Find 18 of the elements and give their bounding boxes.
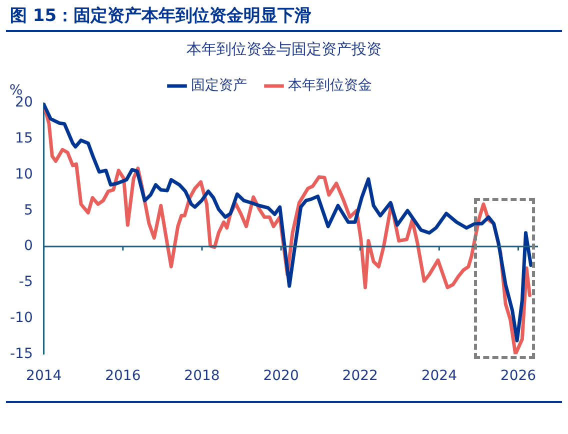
y-tick-label: 15 xyxy=(15,130,33,147)
x-tick-label: 2022 xyxy=(342,368,378,384)
y-tick-label: 0 xyxy=(24,238,33,254)
legend-label: 固定资产 xyxy=(191,78,247,94)
x-tick-label: 2016 xyxy=(105,368,141,384)
y-tick-label: -15 xyxy=(10,346,33,362)
x-tick-label: 2014 xyxy=(26,368,62,384)
x-tick-label: 2024 xyxy=(421,368,458,384)
y-tick-label: 5 xyxy=(24,202,33,218)
legend-label: 本年到位资金 xyxy=(288,78,372,94)
y-tick-label: 10 xyxy=(15,166,33,182)
x-tick-label: 2018 xyxy=(184,368,220,384)
x-tick-label: 2026 xyxy=(500,368,536,384)
chart-title: 图 15：固定资产本年到位资金明显下滑 xyxy=(6,2,562,32)
y-tick-label: -10 xyxy=(10,310,33,326)
x-tick-label: 2020 xyxy=(263,368,299,384)
y-tick-label: -5 xyxy=(18,274,33,290)
chart-subtitle: 本年到位资金与固定资产投资 xyxy=(186,40,382,59)
